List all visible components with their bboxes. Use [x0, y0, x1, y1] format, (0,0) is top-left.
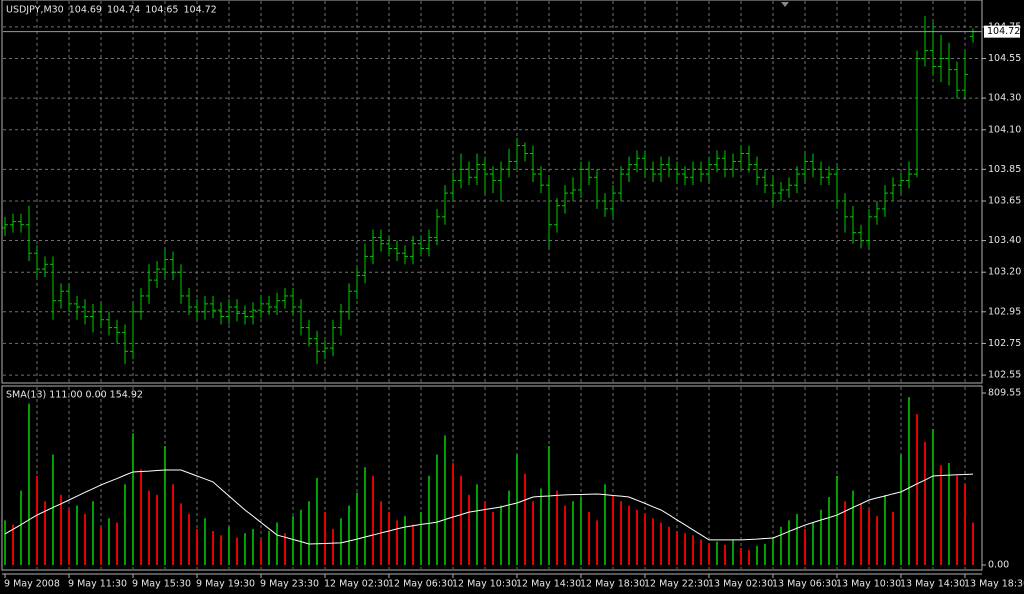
x-tick-label: 13 May 14:30	[900, 579, 965, 590]
y-tick-label: 104.30	[988, 93, 1021, 104]
price-label-box	[984, 25, 1020, 38]
indicator-label: SMA(13) 111.00 0.00 154.92	[6, 390, 143, 401]
x-tick-label: 12 May 18:30	[580, 579, 645, 590]
header-value: 104.72	[183, 5, 216, 16]
x-tick-label: 9 May 11:30	[68, 579, 127, 590]
x-tick-label: 13 May 02:30	[708, 579, 773, 590]
y-tick-label: 102.95	[988, 306, 1021, 317]
y-tick-label: 104.10	[988, 124, 1021, 135]
y-tick-label: 0.00	[988, 560, 1009, 571]
header-symbol: USDJPY,M30	[6, 5, 64, 16]
x-tick-label: 13 May 06:30	[772, 579, 837, 590]
panel-frame	[1, 385, 983, 571]
x-tick-label: 13 May 18:30	[964, 579, 1024, 590]
x-tick-label: 12 May 10:30	[452, 579, 517, 590]
y-tick-label: 104.55	[988, 53, 1021, 64]
shift-marker	[781, 2, 789, 7]
x-tick-label: 12 May 22:30	[644, 579, 709, 590]
x-tick-label: 12 May 02:30	[324, 579, 389, 590]
x-tick-label: 13 May 10:30	[836, 579, 901, 590]
y-tick-label: 103.85	[988, 164, 1021, 175]
header-value: 104.74	[107, 5, 140, 16]
x-tick-label: 9 May 23:30	[260, 579, 319, 590]
header-value: 104.65	[145, 5, 178, 16]
y-tick-label: 103.20	[988, 267, 1021, 278]
y-tick-label: 102.75	[988, 338, 1021, 349]
y-tick-label: 809.55	[988, 388, 1021, 399]
indicator-line	[4, 469, 974, 545]
x-tick-label: 9 May 15:30	[132, 579, 191, 590]
y-tick-label: 103.65	[988, 195, 1021, 206]
x-tick-label: 9 May 19:30	[196, 579, 255, 590]
x-tick-label: 12 May 06:30	[388, 579, 453, 590]
y-tick-label: 103.40	[988, 235, 1021, 246]
header-value: 104.69	[69, 5, 102, 16]
price-label: 104.72	[987, 26, 1020, 37]
x-tick-label: 12 May 14:30	[516, 579, 581, 590]
y-tick-label: 102.55	[988, 370, 1021, 381]
x-tick-label: 9 May 2008	[4, 579, 60, 590]
panel-frame	[1, 0, 983, 384]
